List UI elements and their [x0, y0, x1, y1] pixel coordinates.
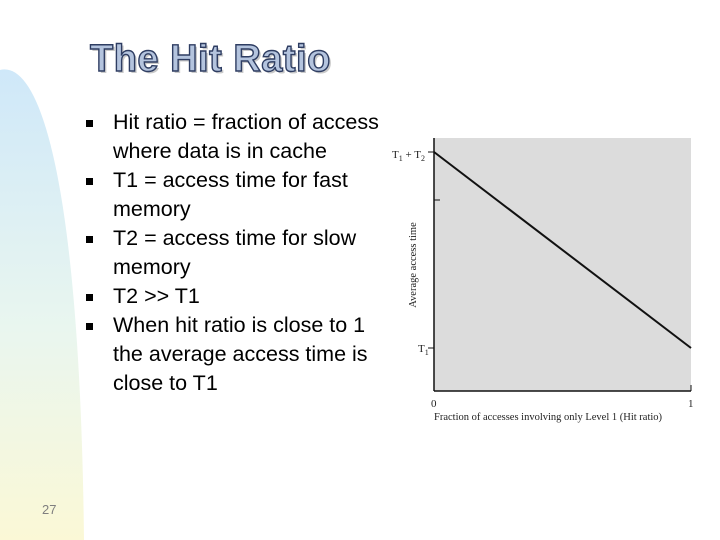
series-line: [433, 151, 692, 349]
bullet-text: Hit ratio = fraction of access where dat…: [113, 110, 379, 163]
x-tick-label-1: 1: [688, 398, 694, 410]
slide-number: 27: [42, 502, 57, 517]
plot-area: [434, 138, 691, 391]
bullet-item: T1 = access time for fast memory: [80, 166, 380, 224]
square-bullet-icon: [86, 178, 93, 185]
y-axis-label: Average access time: [408, 222, 419, 308]
bullet-item: When hit ratio is close to 1 the average…: [80, 311, 380, 398]
x-tick-label-0: 0: [431, 398, 437, 410]
y-tick-label-bottom: T1: [418, 343, 429, 357]
bullet-text: T2 = access time for slow memory: [113, 226, 357, 279]
bullet-text: When hit ratio is close to 1 the average…: [113, 313, 368, 395]
access-time-chart: T1 + T2 T1 0 1 Fraction of accesses invo…: [392, 138, 694, 423]
bullet-text: T1 = access time for fast memory: [113, 168, 348, 221]
square-bullet-icon: [86, 294, 93, 301]
square-bullet-icon: [86, 323, 93, 330]
bullet-text: T2 >> T1: [113, 284, 200, 308]
bullet-item: T2 = access time for slow memory: [80, 224, 380, 282]
square-bullet-icon: [86, 236, 93, 243]
x-axis-label: Fraction of accesses involving only Leve…: [434, 412, 663, 423]
slide-title: The Hit Ratio: [89, 37, 331, 80]
bullet-item: T2 >> T1: [80, 282, 380, 311]
square-bullet-icon: [86, 120, 93, 127]
bullet-list: Hit ratio = fraction of access where dat…: [80, 108, 380, 398]
y-tick-label-top: T1 + T2: [392, 149, 425, 163]
bullet-item: Hit ratio = fraction of access where dat…: [80, 108, 380, 166]
